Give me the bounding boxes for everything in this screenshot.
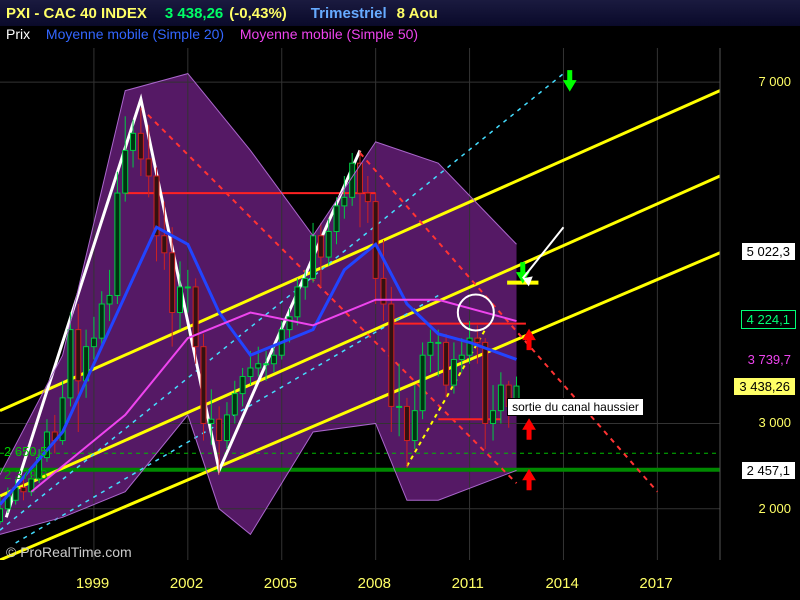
x-axis-label: 2002 [170, 575, 203, 592]
y-axis-label: 3 438,26 [733, 377, 796, 396]
y-axis-label: 2 000 [753, 500, 796, 517]
x-axis-label: 2005 [264, 575, 297, 592]
x-axis-label: 1999 [76, 575, 109, 592]
x-axis-label: 2011 [452, 575, 484, 592]
copyright-label: © ProRealTime.com [6, 544, 132, 560]
y-axis-label: 4 224,1 [741, 310, 796, 329]
y-axis-label: 7 000 [753, 73, 796, 90]
y-axis-label: 2 457,1 [741, 461, 796, 480]
h-level-label: 2 650,5 [4, 444, 47, 459]
y-axis-label: 5 022,3 [741, 242, 796, 261]
annotation-label: sortie du canal haussier [507, 398, 644, 416]
x-axis-label: 2017 [639, 575, 672, 592]
h-level-label: 2 379,8 [4, 467, 47, 482]
price-chart[interactable] [0, 0, 800, 600]
y-axis-label: 3 000 [753, 414, 796, 431]
y-axis-label: 3 739,7 [743, 351, 796, 368]
x-axis-label: 2014 [545, 575, 578, 592]
x-axis-label: 2008 [358, 575, 391, 592]
